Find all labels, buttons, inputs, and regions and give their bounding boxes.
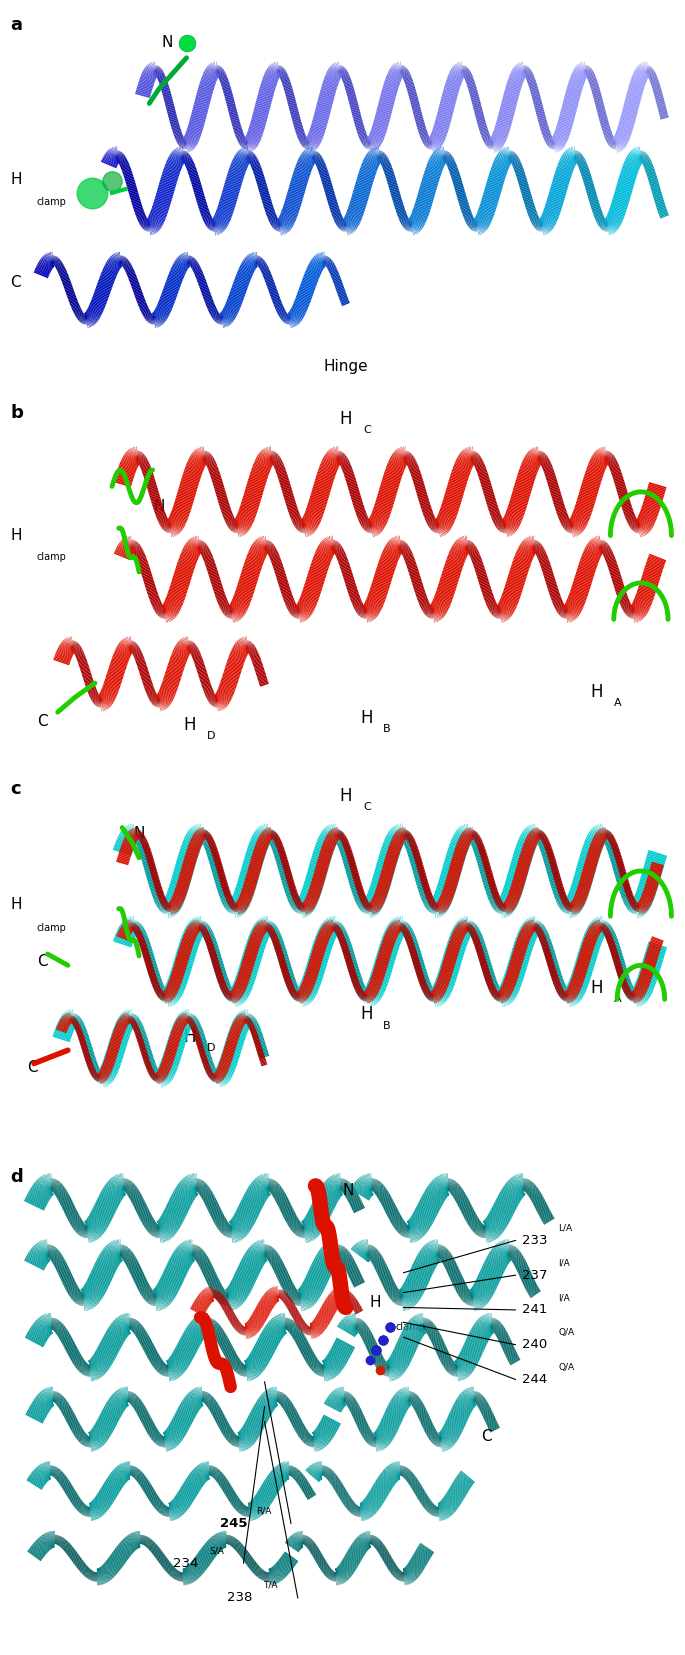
Text: c: c xyxy=(10,781,21,798)
Text: d: d xyxy=(10,1168,23,1187)
Text: clamp: clamp xyxy=(36,922,66,933)
Text: Hinge: Hinge xyxy=(323,359,369,374)
Text: C: C xyxy=(482,1428,493,1445)
Text: S/A: S/A xyxy=(209,1546,224,1556)
Text: A: A xyxy=(614,995,621,1005)
Text: H: H xyxy=(340,786,352,804)
Text: 245: 245 xyxy=(221,1518,248,1529)
Text: N: N xyxy=(342,1183,354,1198)
Text: C: C xyxy=(363,801,371,813)
Text: a: a xyxy=(10,17,22,33)
Text: B: B xyxy=(383,723,391,733)
Text: clamp: clamp xyxy=(36,197,66,207)
Text: H: H xyxy=(184,717,196,733)
Text: Q/A: Q/A xyxy=(558,1362,574,1372)
Text: 233: 233 xyxy=(522,1235,548,1246)
Text: 234: 234 xyxy=(173,1557,199,1569)
Text: L/A: L/A xyxy=(558,1223,572,1233)
Text: H: H xyxy=(590,684,603,702)
Text: R/A: R/A xyxy=(256,1506,272,1516)
Text: N: N xyxy=(153,498,165,515)
Text: I/A: I/A xyxy=(558,1293,570,1302)
Text: N: N xyxy=(162,35,173,50)
Text: C: C xyxy=(38,713,48,728)
Text: C: C xyxy=(10,275,21,290)
Text: H: H xyxy=(340,410,352,429)
Text: H: H xyxy=(10,172,22,187)
Text: 237: 237 xyxy=(522,1269,548,1281)
Text: B: B xyxy=(383,1021,391,1031)
Text: H: H xyxy=(184,1028,196,1046)
Text: 244: 244 xyxy=(522,1374,547,1385)
Text: D: D xyxy=(207,1043,215,1053)
Text: 240: 240 xyxy=(522,1339,547,1350)
Text: I/A: I/A xyxy=(558,1258,570,1268)
Text: clamp: clamp xyxy=(36,553,66,563)
Text: 238: 238 xyxy=(227,1592,253,1604)
Text: Q/A: Q/A xyxy=(558,1327,574,1337)
Text: N: N xyxy=(134,826,145,841)
Text: b: b xyxy=(10,404,23,422)
Text: H: H xyxy=(10,897,22,912)
Text: D: D xyxy=(207,732,215,741)
Text: clamp: clamp xyxy=(395,1322,425,1332)
Text: H: H xyxy=(360,708,373,727)
Text: T/A: T/A xyxy=(263,1581,277,1590)
Text: C: C xyxy=(27,1059,38,1074)
Text: H: H xyxy=(590,980,603,996)
Text: A: A xyxy=(614,698,621,708)
Text: H: H xyxy=(370,1294,381,1311)
Text: C: C xyxy=(363,425,371,435)
Text: H: H xyxy=(10,528,22,543)
Text: 241: 241 xyxy=(522,1304,547,1316)
Text: C: C xyxy=(38,953,48,970)
Text: H: H xyxy=(360,1005,373,1023)
